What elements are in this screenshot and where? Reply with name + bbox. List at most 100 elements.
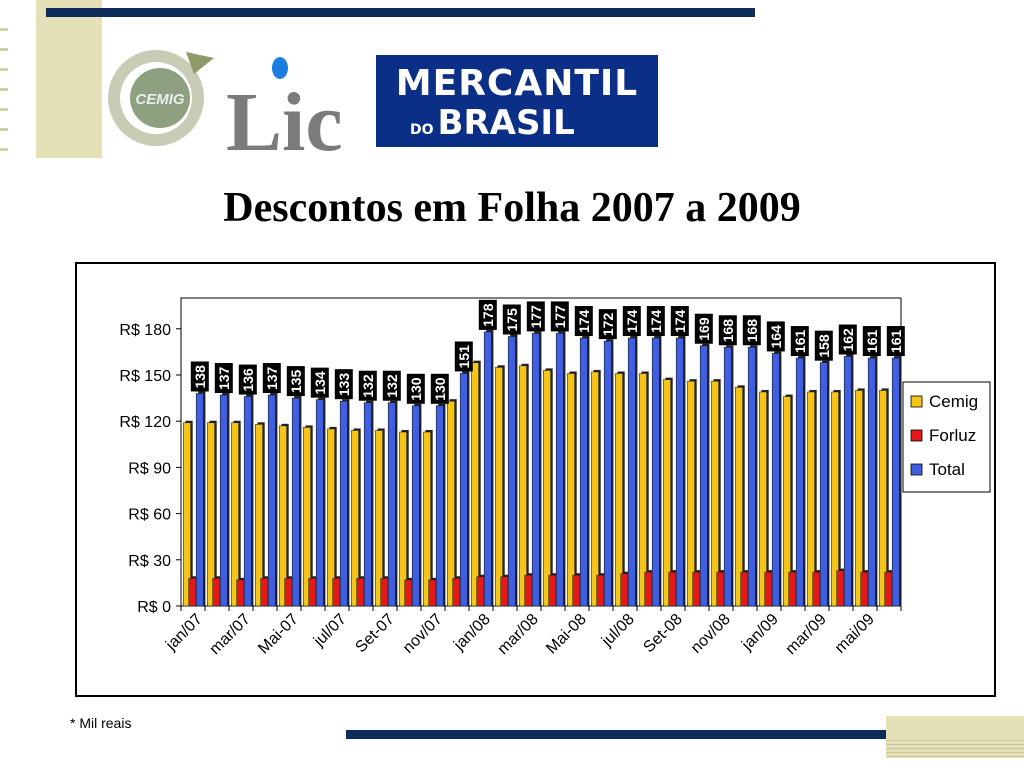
bar-total bbox=[411, 405, 420, 607]
data-label-box bbox=[838, 324, 857, 355]
bar-total bbox=[195, 393, 204, 607]
y-tick-label: R$ 150 bbox=[119, 368, 171, 385]
bar-total bbox=[579, 337, 588, 607]
bar-total bbox=[795, 357, 804, 607]
bar-total bbox=[723, 346, 732, 607]
bar-total bbox=[459, 373, 468, 607]
data-label-box bbox=[310, 367, 329, 398]
bar-total bbox=[243, 396, 252, 607]
data-label: 174 bbox=[648, 309, 664, 333]
data-label-box bbox=[694, 313, 713, 344]
bar-forluz bbox=[596, 574, 605, 607]
mercantil-logo-do: DO bbox=[410, 122, 434, 138]
bar-forluz bbox=[476, 576, 485, 607]
bar-cemig bbox=[447, 400, 455, 607]
data-label: 169 bbox=[696, 317, 712, 341]
bar-total bbox=[387, 402, 396, 607]
data-label-box bbox=[430, 373, 449, 404]
bar-forluz bbox=[764, 571, 773, 607]
x-tick-label: Mai-08 bbox=[543, 611, 590, 658]
data-label: 174 bbox=[576, 309, 592, 333]
cemig-logo-text: CEMIG bbox=[135, 91, 185, 108]
clic-logo-dot-icon bbox=[272, 57, 288, 79]
x-tick-label: nov/08 bbox=[688, 611, 734, 657]
data-label: 138 bbox=[192, 365, 208, 389]
data-label: 136 bbox=[240, 368, 256, 392]
bar-cemig bbox=[687, 380, 695, 607]
data-label: 172 bbox=[600, 313, 616, 337]
bar-cemig bbox=[879, 390, 887, 607]
bar-total bbox=[819, 362, 828, 607]
bar-forluz bbox=[860, 571, 869, 607]
data-label-box bbox=[406, 373, 425, 404]
bar-forluz bbox=[284, 577, 293, 607]
x-tick-label: Set-07 bbox=[352, 611, 397, 656]
bar-cemig bbox=[615, 373, 623, 607]
bar-cemig bbox=[519, 365, 527, 607]
data-label-box bbox=[262, 363, 281, 394]
bar-cemig bbox=[663, 379, 671, 607]
data-label: 133 bbox=[336, 373, 352, 397]
data-label-box bbox=[358, 370, 377, 401]
data-label-box bbox=[214, 363, 233, 394]
bar-forluz bbox=[644, 571, 653, 607]
x-tick-label: jan/07 bbox=[162, 611, 206, 655]
x-tick-label: Set-08 bbox=[640, 611, 685, 656]
bar-cemig bbox=[783, 396, 791, 607]
x-tick-label: jan/08 bbox=[450, 611, 494, 655]
mercantil-logo-brasil: BRASIL bbox=[437, 103, 575, 143]
data-label: 168 bbox=[720, 319, 736, 343]
legend-swatch-forluz bbox=[910, 429, 923, 442]
data-label-box bbox=[190, 361, 209, 392]
data-label: 174 bbox=[624, 309, 640, 333]
legend-swatch-cemig bbox=[910, 395, 923, 408]
bar-forluz bbox=[788, 571, 797, 607]
data-label-box bbox=[790, 326, 809, 357]
bar-forluz bbox=[812, 571, 821, 607]
x-tick-label: mar/08 bbox=[495, 611, 542, 658]
bar-total bbox=[483, 331, 492, 607]
legend-swatch-total bbox=[910, 463, 923, 476]
bar-total bbox=[435, 405, 444, 607]
data-label: 132 bbox=[384, 374, 400, 398]
bar-forluz bbox=[716, 571, 725, 607]
bar-cemig bbox=[351, 430, 359, 607]
bar-total bbox=[531, 333, 540, 607]
bar-cemig bbox=[495, 367, 503, 607]
x-tick-label: jan/09 bbox=[738, 611, 782, 655]
bar-total bbox=[363, 402, 372, 607]
bar-total bbox=[555, 333, 564, 607]
decor-bottom-bar bbox=[346, 730, 1024, 739]
data-label-box bbox=[862, 326, 881, 357]
data-label-box bbox=[334, 369, 353, 400]
bar-forluz bbox=[500, 576, 509, 607]
bar-forluz bbox=[884, 571, 893, 607]
y-tick-label: R$ 0 bbox=[137, 599, 171, 616]
bar-forluz bbox=[212, 577, 221, 607]
bar-cemig bbox=[255, 423, 263, 607]
bar-chart: R$ 0 R$ 30 R$ 60 R$ 90 R$ 120 R$ 150 R$ 180 138… bbox=[119, 297, 991, 658]
bar-total bbox=[891, 357, 900, 607]
data-label-box bbox=[766, 321, 785, 352]
bar-forluz bbox=[308, 577, 317, 607]
x-tick-label: mar/09 bbox=[783, 611, 830, 658]
data-label-box bbox=[886, 326, 905, 357]
data-label-box bbox=[502, 304, 521, 335]
bar-total bbox=[747, 346, 756, 607]
bar-total bbox=[843, 356, 852, 607]
bar-cemig bbox=[735, 387, 743, 607]
y-tick-label: R$ 90 bbox=[128, 460, 171, 477]
y-tick-label: R$ 180 bbox=[119, 322, 171, 339]
bar-cemig bbox=[375, 430, 383, 607]
bar-cemig bbox=[183, 422, 191, 607]
x-tick-label: jul/07 bbox=[310, 611, 350, 651]
data-label-box bbox=[814, 330, 833, 361]
bar-cemig bbox=[759, 391, 767, 607]
data-label: 135 bbox=[288, 370, 304, 394]
footnote: * Mil reais bbox=[70, 715, 132, 731]
x-tick-label: mar/07 bbox=[207, 611, 254, 658]
data-label: 175 bbox=[504, 308, 520, 332]
data-label-box bbox=[382, 370, 401, 401]
data-label: 161 bbox=[888, 329, 904, 353]
data-label: 132 bbox=[360, 374, 376, 398]
